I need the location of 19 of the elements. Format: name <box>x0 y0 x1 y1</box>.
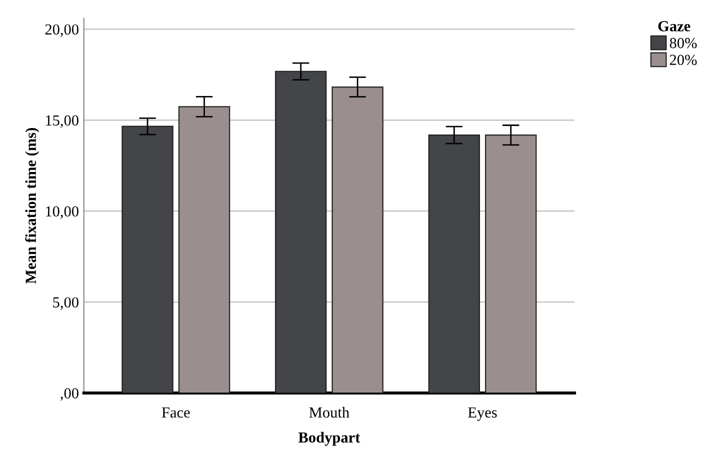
bar <box>485 134 537 394</box>
x-axis-title: Bodypart <box>298 432 360 446</box>
x-tick-label: Mouth <box>309 406 350 418</box>
x-tick-label: Eyes <box>468 407 497 421</box>
x-tick-label: Face <box>162 408 190 418</box>
bar <box>178 106 230 394</box>
y-tick-label: 10,00 <box>46 206 78 219</box>
y-tick-label: 20,00 <box>45 24 78 37</box>
legend-label: 20% <box>670 54 697 66</box>
bar <box>332 86 384 394</box>
legend-label: 80% <box>670 38 697 48</box>
legend-title: Gaze <box>658 21 690 32</box>
bar <box>122 126 174 394</box>
bar <box>428 134 480 394</box>
bar <box>274 70 327 394</box>
y-tick-label: 5,00 <box>53 297 78 310</box>
y-tick-label: 15,00 <box>46 115 78 128</box>
y-tick-label: ,00 <box>60 388 78 401</box>
y-axis-title: Mean fixation time (ms) <box>25 128 40 284</box>
